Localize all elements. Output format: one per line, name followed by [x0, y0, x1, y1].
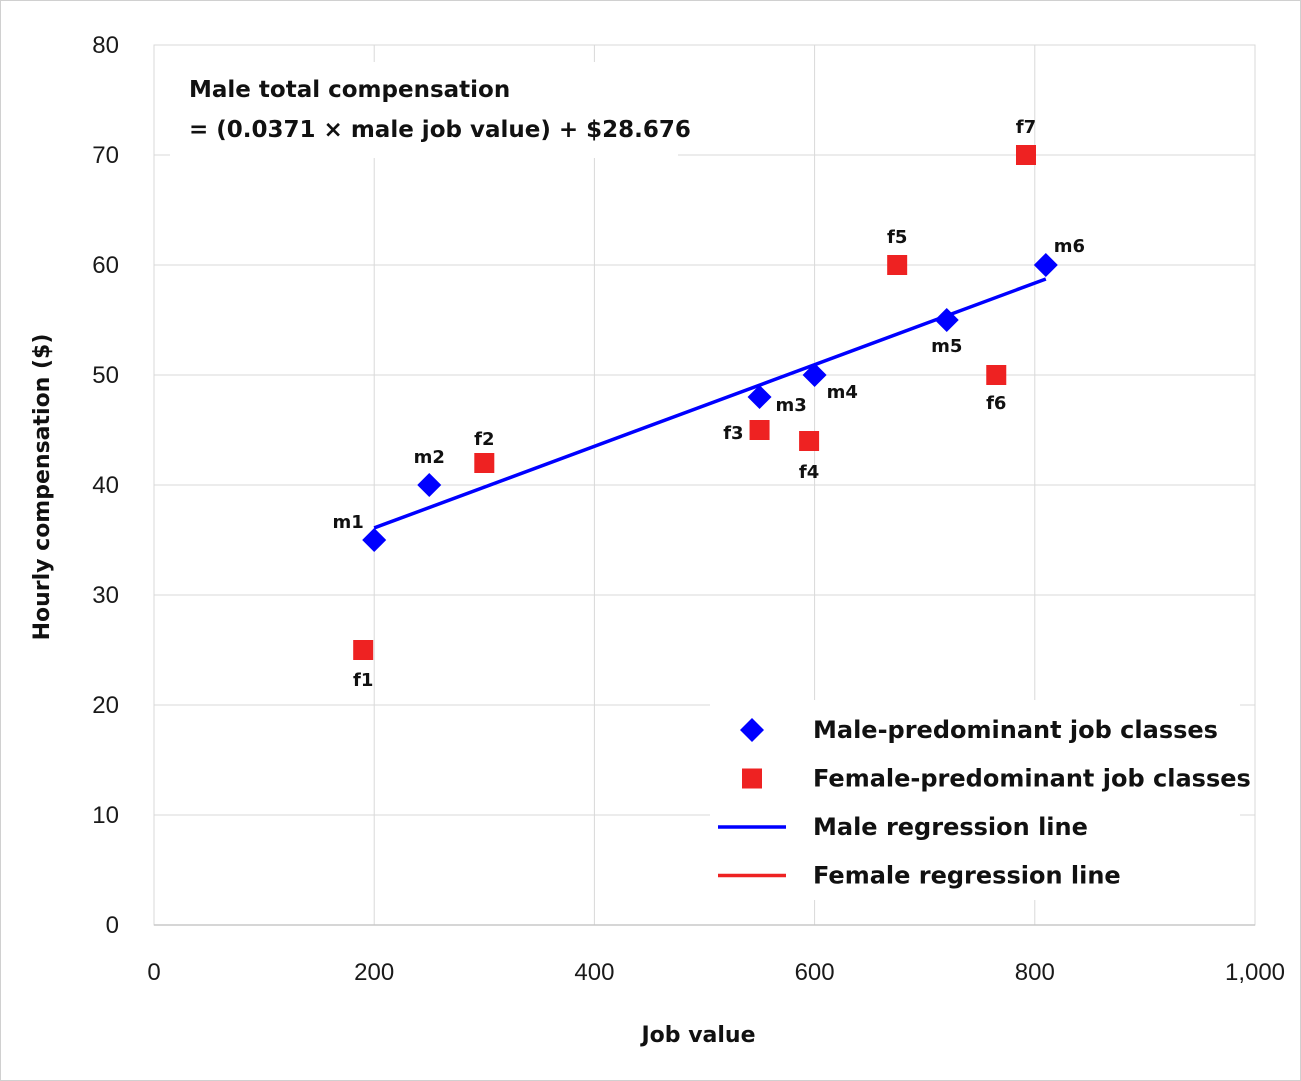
data-point-label: f7 [1016, 117, 1036, 138]
data-point-label: f6 [986, 393, 1006, 414]
data-point-label: f5 [887, 227, 907, 248]
female-data-point [749, 420, 770, 440]
y-tick-label: 30 [92, 582, 119, 609]
male-data-point [362, 528, 387, 552]
data-point-label: m4 [827, 382, 858, 403]
data-point-label: f1 [353, 670, 373, 691]
data-point-label: m1 [333, 512, 364, 533]
legend: Male-predominant job classes Female-predo… [710, 700, 1251, 900]
data-point-label: m5 [931, 336, 962, 357]
male-data-point [417, 473, 442, 497]
y-tick-label: 40 [92, 472, 119, 499]
male-data-point [934, 308, 959, 332]
x-tick-label: 200 [354, 959, 394, 986]
male-data-point [1033, 253, 1058, 277]
x-tick-label: 400 [574, 959, 614, 986]
y-tick-label: 50 [92, 362, 119, 389]
annotation-background [170, 62, 678, 158]
female-data-point [887, 255, 908, 275]
y-tick-label: 20 [92, 692, 119, 719]
female-data-point [474, 453, 495, 473]
female-data-point [986, 365, 1007, 385]
legend-background [710, 700, 1240, 900]
legend-label: Female regression line [813, 862, 1121, 890]
data-point-label: f4 [799, 462, 819, 483]
female-data-point [799, 431, 820, 451]
x-tick-label: 800 [1015, 959, 1055, 986]
x-tick-label: 0 [147, 959, 160, 986]
y-tick-label: 10 [92, 802, 119, 829]
male-data-point [802, 363, 827, 387]
equation-line-2: = (0.0371 × male job value) + $28.676 [189, 117, 691, 143]
data-point-label: f2 [474, 429, 494, 450]
legend-male-marker [740, 718, 764, 742]
y-tick-label: 60 [92, 252, 119, 279]
y-tick-label: 0 [106, 912, 119, 939]
data-point-label: f3 [723, 423, 743, 444]
regression-lines [373, 277, 1047, 530]
female-data-point [1015, 145, 1036, 165]
y-tick-label: 70 [92, 142, 119, 169]
legend-label: Female-predominant job classes [813, 765, 1251, 793]
grid [153, 44, 1256, 926]
legend-female-marker [742, 768, 762, 789]
male-regression-line [373, 277, 1047, 530]
data-point-label: m2 [414, 447, 445, 468]
equation-annotation: Male total compensation = (0.0371 × male … [170, 62, 691, 158]
x-tick-label: 1,000 [1225, 959, 1285, 986]
data-points: f1 f2 f3 f4 f5 f6 f7 m1 m2 m3 m4 m5 m6 [333, 117, 1086, 691]
male-data-point [747, 385, 772, 409]
x-axis-title: Job value [639, 1023, 755, 1048]
data-point-label: m3 [776, 395, 807, 416]
y-tick-label: 80 [92, 32, 119, 59]
legend-label: Male regression line [813, 813, 1088, 841]
equation-line-1: Male total compensation [189, 77, 510, 103]
y-axis-title: Hourly compensation ($) [30, 334, 55, 641]
legend-label: Male-predominant job classes [813, 716, 1218, 744]
female-data-point [353, 640, 374, 660]
data-point-label: m6 [1054, 236, 1085, 257]
x-tick-label: 600 [795, 959, 835, 986]
